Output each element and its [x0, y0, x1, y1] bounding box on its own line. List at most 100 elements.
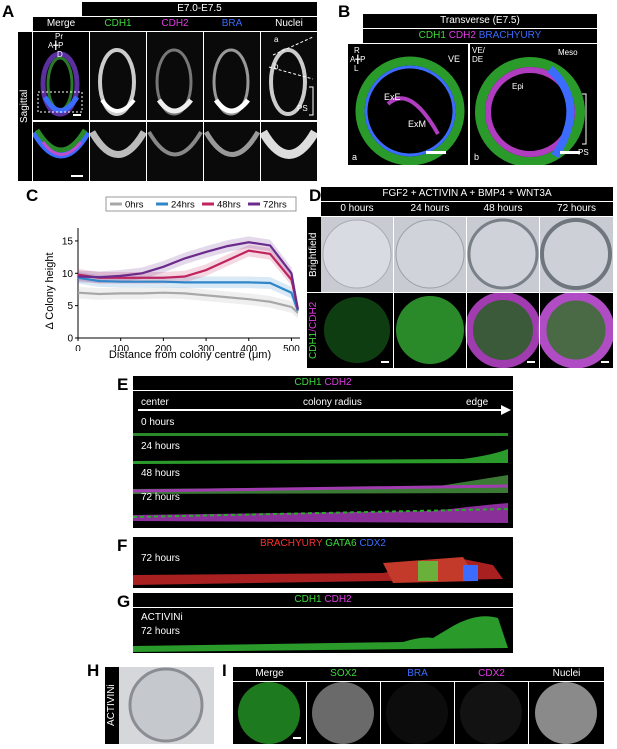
legend-label-72hrs: 72hrs: [263, 200, 287, 211]
y-tick-label: 5: [67, 301, 73, 312]
panel-letter-h: H: [87, 661, 100, 680]
label-exe: ExE: [384, 92, 401, 102]
e-cdh1: CDH1: [294, 377, 322, 388]
sagittal-label: Sagittal: [18, 32, 32, 181]
series-line-0hrs: [77, 291, 299, 314]
bra-zoom: [204, 122, 260, 181]
transverse-b-image: VE/ DE Meso Epi PS b: [470, 44, 597, 165]
series-line-24hrs: [77, 276, 299, 312]
label-meso: Meso: [558, 48, 578, 57]
panel-letter-i: I: [222, 661, 227, 680]
col-cdh1: CDH1: [104, 18, 132, 29]
transverse-a-image: R A╋P L VE ExE ExM a: [348, 44, 468, 165]
panel-f-markers: BRACHYURY GATA6 CDX2: [133, 537, 513, 551]
label-ve-de-1: VE/: [472, 46, 485, 55]
e-row-48: 48 hours: [141, 468, 180, 479]
panel-f-image: 72 hours: [133, 551, 513, 588]
label-ps: PS: [578, 148, 589, 157]
d-time-72: 72 hours: [557, 203, 596, 214]
ps-label: PS: [297, 104, 308, 113]
panel-d-title: FGF2 + ACTIVIN A + BMP4 + WNT3A: [321, 187, 613, 201]
legend-box: [105, 196, 297, 212]
nuclei-zoom: [261, 122, 317, 181]
cdh2-zoom: [147, 122, 203, 181]
x-tick-label: 300: [198, 344, 215, 351]
axis-d: D: [57, 50, 63, 59]
panel-i-image: [233, 682, 604, 744]
corner-a: a: [352, 152, 358, 162]
series-band-0hrs: [78, 286, 298, 319]
label-exm: ExM: [408, 119, 426, 129]
marker-cdh2: CDH2: [448, 30, 476, 41]
col-nuclei: Nuclei: [275, 18, 303, 29]
row-cdh2: /CDH2: [308, 301, 319, 332]
y-tick-label: 10: [62, 269, 74, 280]
panel-b-markers: CDH1 CDH2 BRACHYURY: [363, 29, 597, 43]
panel-a-stage: E7.0-E7.5: [82, 2, 317, 16]
x-tick-label: 400: [240, 344, 257, 351]
f-brachyury: BRACHYURY: [260, 538, 323, 549]
panel-e-markers: CDH1 CDH2: [133, 376, 513, 390]
panel-letter-a: A: [2, 2, 15, 21]
e-center: center: [141, 397, 169, 408]
e-radius: colony radius: [303, 397, 362, 408]
marker-b: b: [274, 62, 279, 71]
f-gata6: GATA6: [325, 538, 357, 549]
panel-e-image: center colony radius edge 0 hours 24 hou…: [133, 391, 513, 528]
d-time-48: 48 hours: [483, 203, 523, 214]
panel-g-image: ACTIVINi 72 hours: [133, 608, 513, 653]
i-cdx2: CDX2: [478, 668, 505, 679]
g-time: 72 hours: [141, 626, 180, 637]
row-fluor: CDH1/CDH2: [307, 293, 321, 368]
col-bra: BRA: [221, 18, 243, 29]
marker-brachyury: BRACHYURY: [478, 30, 542, 41]
cdh2-image: [147, 32, 203, 120]
y-tick-label: 0: [67, 334, 73, 345]
panel-letter-f: F: [117, 536, 128, 555]
row-cdh1: CDH1: [308, 331, 319, 360]
g-cond: ACTIVINi: [141, 612, 183, 623]
panel-letter-d: D: [309, 186, 322, 205]
panel-letter-c: C: [26, 186, 39, 205]
e-row-0: 0 hours: [141, 417, 175, 428]
x-tick-label: 100: [112, 344, 129, 351]
h-label: ACTIVINi: [105, 667, 119, 744]
label-epi: Epi: [512, 82, 524, 91]
axis-ap: A╋P: [48, 41, 64, 50]
brightfield-row: [321, 217, 613, 292]
cdh1-zoom: [90, 122, 146, 181]
chart-xlabel: Distance from colony centre (μm): [108, 349, 272, 361]
e-row-72: 72 hours: [141, 492, 180, 503]
panel-a-header: Merge CDH1 CDH2 BRA Nuclei: [33, 17, 317, 31]
merge-zoom: [33, 122, 89, 181]
g-cdh1: CDH1: [294, 594, 322, 605]
e-edge: edge: [466, 397, 489, 408]
merge-image: Pr A╋P D: [33, 32, 89, 120]
label-ve: VE: [448, 54, 461, 64]
col-merge: Merge: [46, 18, 76, 29]
legend-label-48hrs: 48hrs: [217, 200, 241, 211]
bra-image: [204, 32, 260, 120]
i-nuclei: Nuclei: [552, 668, 581, 679]
axis-b-ap: A╋P: [350, 55, 366, 64]
cdh1-image: [90, 32, 146, 120]
series-line-48hrs: [77, 249, 299, 310]
e-row-24: 24 hours: [141, 441, 180, 452]
corner-b: b: [474, 152, 480, 162]
marker-cdh1: CDH1: [418, 30, 446, 41]
panel-letter-g: G: [117, 592, 131, 611]
label-ve-de-2: DE: [472, 55, 484, 64]
series-line-72hrs: [77, 241, 299, 310]
panel-h-image: [119, 667, 214, 744]
panel-b-title: Transverse (E7.5): [363, 14, 597, 28]
i-merge: Merge: [255, 668, 284, 679]
d-time-0: 0 hours: [340, 203, 374, 214]
x-tick-label: 0: [75, 344, 81, 351]
f-cdx2: CDX2: [359, 538, 386, 549]
f-time: 72 hours: [141, 553, 180, 564]
panel-letter-e: E: [117, 375, 129, 394]
i-bra: BRA: [407, 668, 428, 679]
i-sox2: SOX2: [330, 668, 357, 679]
row-brightfield: Brightfield: [307, 217, 321, 292]
axis-l: L: [354, 64, 359, 73]
